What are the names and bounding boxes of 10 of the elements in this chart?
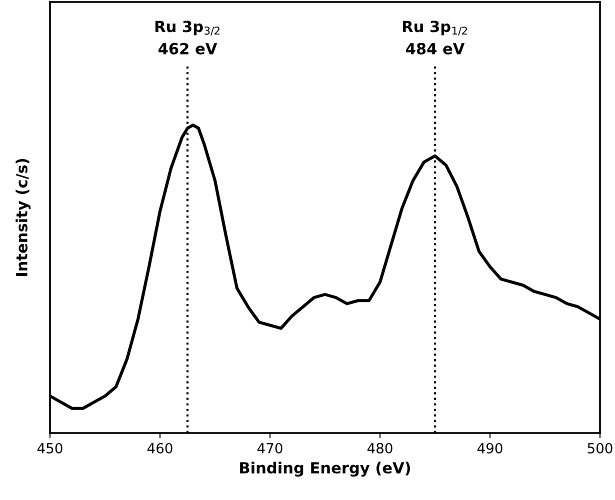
x-tick-label: 490 (477, 442, 502, 454)
y-axis-title: Intensity (c/s) (16, 158, 31, 276)
ref-line-label: Ru 3p$_{1/2}$ 484 eV (402, 20, 467, 54)
x-tick-label: 480 (367, 442, 392, 454)
x-tick-label: 470 (257, 442, 282, 454)
x-tick-label: 460 (147, 442, 172, 454)
x-tick-label: 500 (588, 442, 612, 454)
ref-line-label: Ru 3p$_{3/2}$ 462 eV (155, 20, 220, 54)
x-tick-label: 450 (37, 442, 62, 454)
x-axis-title: Binding Energy (eV) (240, 462, 410, 477)
